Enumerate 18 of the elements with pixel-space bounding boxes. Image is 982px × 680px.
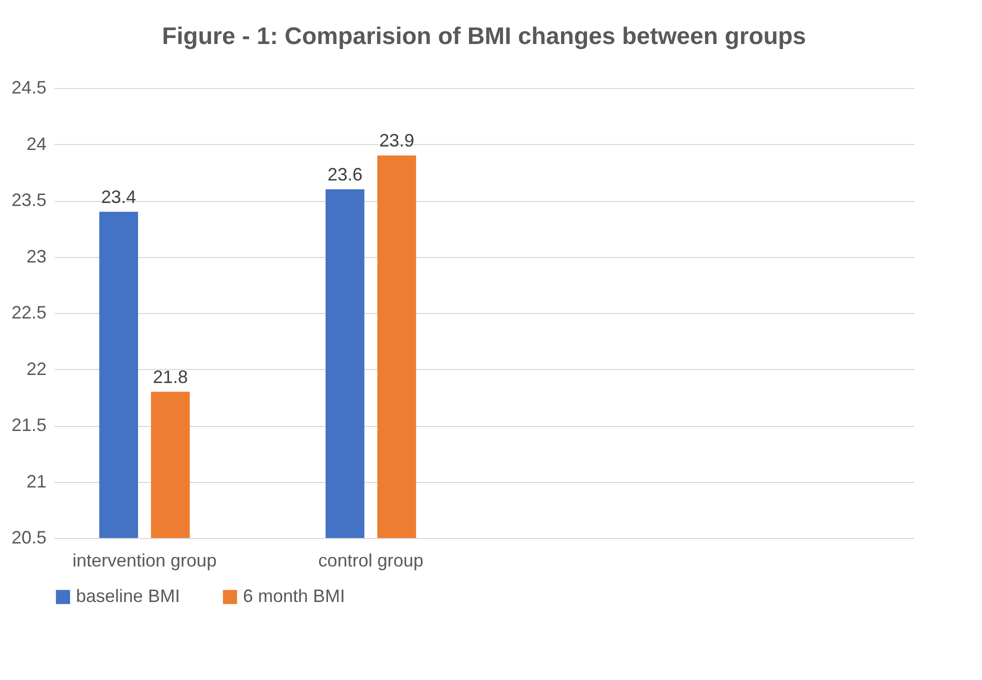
legend-label: baseline BMI <box>76 586 180 606</box>
legend-label: 6 month BMI <box>243 586 346 606</box>
y-tick-label: 24.5 <box>11 78 46 98</box>
x-tick-label: intervention group <box>72 550 217 570</box>
y-tick-label: 22.5 <box>11 302 46 322</box>
data-label: 23.9 <box>379 130 414 150</box>
data-label: 23.4 <box>101 186 136 207</box>
y-tick-label: 24 <box>26 134 46 154</box>
y-tick-label: 22 <box>26 358 46 379</box>
data-label: 21.8 <box>152 366 188 387</box>
y-tick-label: 23 <box>26 246 46 266</box>
chart-title: Figure - 1: Comparision of BMI changes between groups <box>162 23 806 50</box>
data-label: 23.6 <box>327 164 362 184</box>
y-tick-label: 21 <box>26 471 46 492</box>
y-tick-label: 23.5 <box>11 190 46 210</box>
y-tick-label: 21.5 <box>11 415 46 435</box>
x-tick-label: control group <box>318 550 424 570</box>
y-tick-label: 20.5 <box>11 528 46 548</box>
